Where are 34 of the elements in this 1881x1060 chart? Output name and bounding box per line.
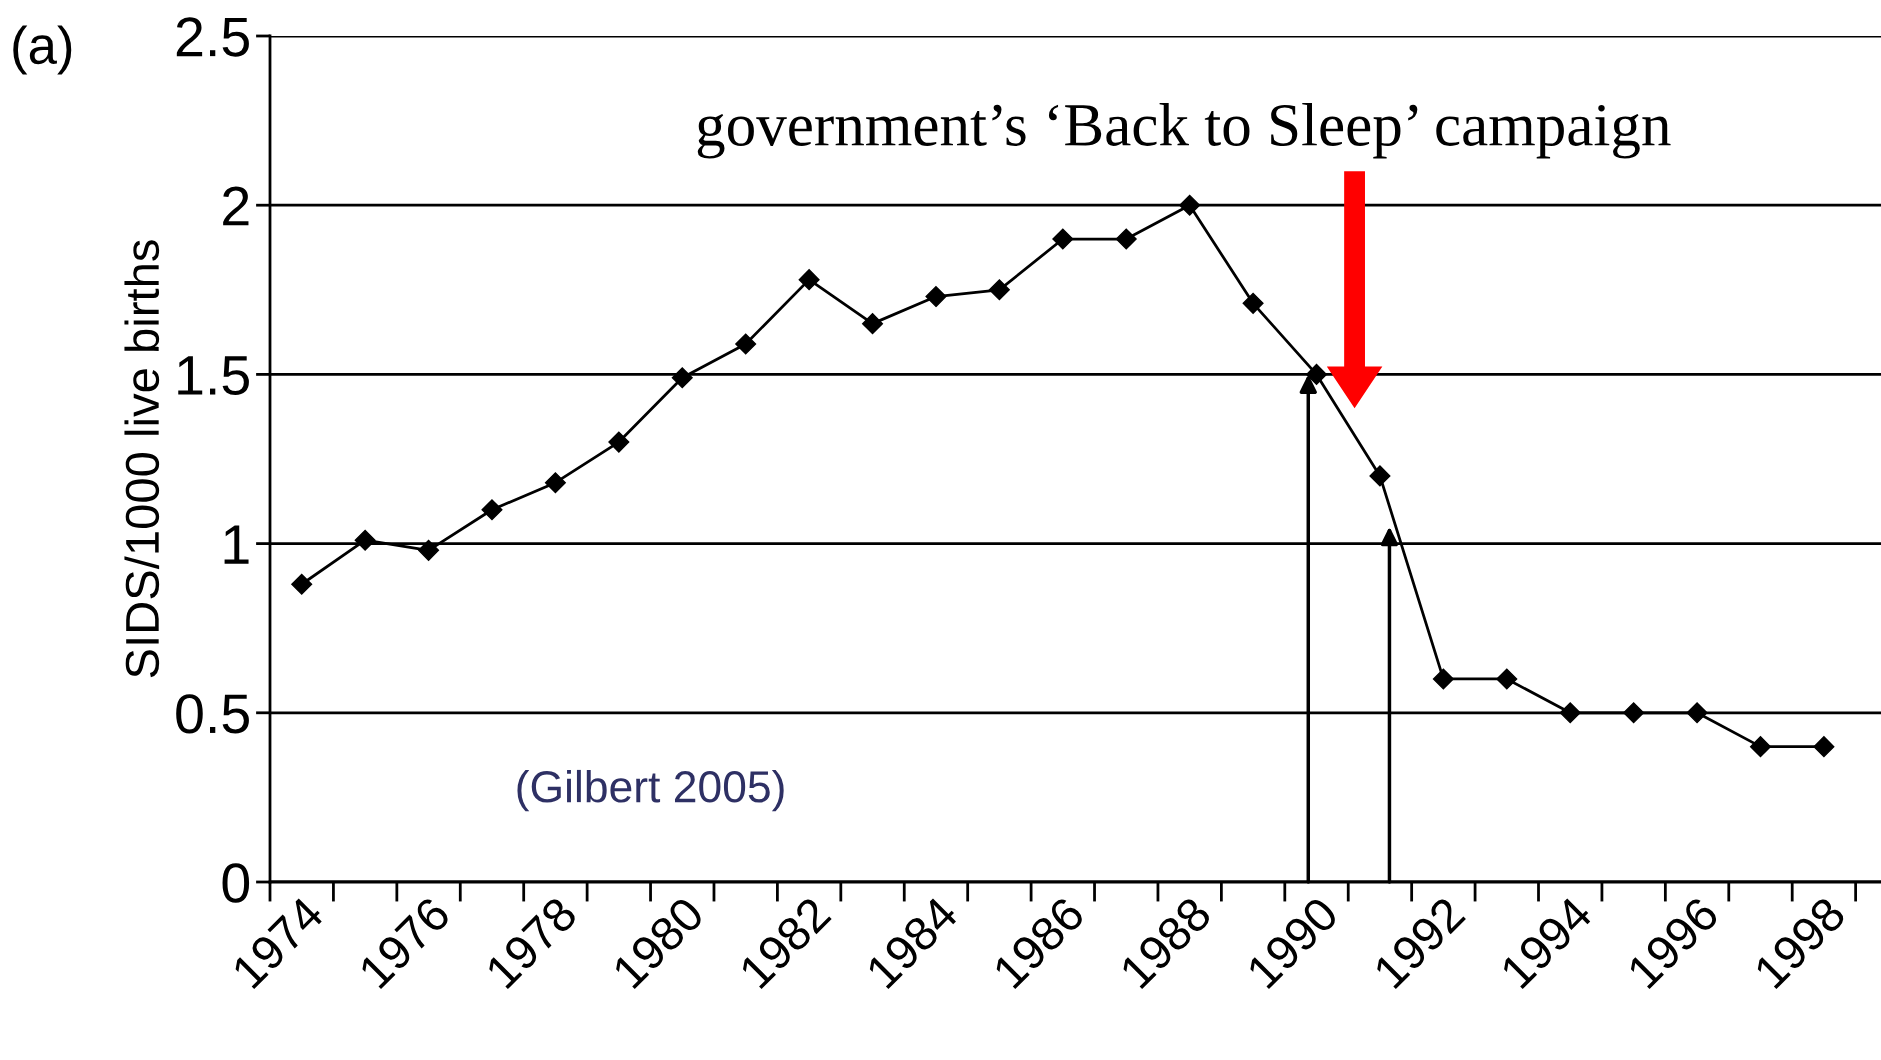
point	[1432, 668, 1454, 690]
point	[1749, 736, 1772, 758]
point	[1305, 363, 1328, 385]
y-tick-label: 0.5	[176, 694, 249, 734]
point	[418, 539, 440, 561]
point	[798, 269, 820, 291]
point	[1813, 736, 1835, 758]
annotation: government’s ‘Back to Sleep’ campaign	[697, 102, 1671, 159]
annotation: (Gilbert 2005)	[517, 769, 784, 812]
y-tick-label: 1.5	[178, 356, 249, 396]
text: (a)	[13, 25, 72, 75]
point	[671, 367, 693, 389]
y-tick-label: 2.5	[176, 17, 249, 57]
point	[544, 472, 566, 494]
point	[1052, 228, 1074, 250]
point	[988, 279, 1010, 301]
point	[481, 499, 503, 521]
point	[1559, 702, 1581, 724]
y-tick-label: 2	[223, 186, 249, 226]
point	[1623, 702, 1645, 724]
point	[608, 431, 630, 453]
point	[1179, 194, 1201, 216]
point	[1686, 702, 1708, 724]
point	[1496, 668, 1518, 690]
point	[1242, 292, 1264, 314]
point	[291, 573, 313, 595]
point	[1369, 465, 1391, 487]
point	[735, 333, 757, 355]
y-tick-label: 1	[224, 525, 249, 564]
point	[925, 286, 947, 308]
point	[354, 529, 376, 551]
point	[1115, 228, 1137, 250]
y-axis-title: SIDS/1000 live births	[124, 240, 160, 678]
point	[862, 313, 884, 335]
